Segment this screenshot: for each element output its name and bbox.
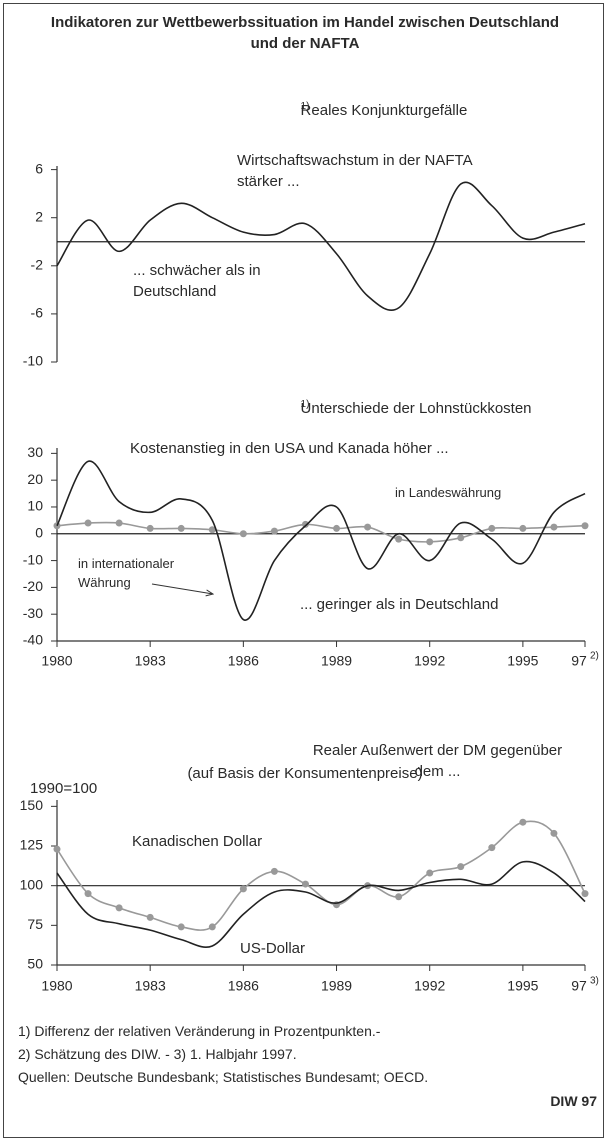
x-tick-label: 97 — [571, 653, 587, 669]
footnote: 2) Schätzung des DIW. - 3) 1. Halbjahr 1… — [18, 1046, 297, 1062]
data-point — [333, 524, 341, 532]
data-line — [56, 860, 586, 948]
x-tick-label: 1986 — [228, 653, 259, 669]
data-point — [239, 885, 247, 893]
x-tick-label: 1995 — [507, 653, 538, 669]
data-point — [208, 526, 216, 534]
y-tick-label: 10 — [27, 498, 43, 514]
annotation: Kostenanstieg in den USA und Kanada höhe… — [130, 440, 449, 457]
data-point — [519, 818, 527, 826]
chart-title: Unterschiede der Lohnstückkosten 1) — [40, 398, 570, 419]
y-tick-label: -10 — [23, 353, 43, 369]
title-note: 1) — [300, 101, 310, 112]
data-point — [395, 893, 403, 901]
series-label: US-Dollar — [240, 940, 306, 957]
series-label: in internationaler Währung — [78, 556, 175, 590]
title-note: 1) — [300, 399, 310, 410]
annotation: Wirtschaftswachstum in der NAFTA stärker… — [237, 152, 472, 190]
data-point — [426, 869, 434, 877]
x-tick-label: 1983 — [135, 978, 166, 994]
data-point — [488, 524, 496, 532]
data-point — [301, 880, 309, 888]
data-point — [301, 520, 309, 528]
y-tick-label: 75 — [27, 916, 43, 932]
annotation: ... schwächer als in Deutschland — [133, 262, 261, 300]
data-point — [488, 844, 496, 852]
data-point — [457, 534, 465, 542]
data-point — [581, 522, 589, 530]
chart-subtitle: (auf Basis der Konsumentenpreise) — [187, 765, 423, 782]
data-point — [581, 890, 589, 898]
y-tick-label: 100 — [20, 876, 44, 892]
page-title: Indikatoren zur Wettbewerbssituation im … — [50, 14, 560, 52]
x-tick-note: 3) — [590, 976, 599, 987]
chart-title-text: Realer Außenwert der DM gegenüber dem ..… — [312, 742, 563, 780]
series-label: in Landeswährung — [395, 485, 502, 500]
y-tick-label: 30 — [27, 444, 43, 460]
y-tick-label: 125 — [20, 837, 44, 853]
data-point — [84, 519, 92, 527]
x-tick-label: 1992 — [414, 978, 445, 994]
data-point — [115, 904, 123, 912]
frame — [3, 3, 604, 1138]
data-point — [177, 524, 185, 532]
y-tick-label: 50 — [27, 956, 43, 972]
y-tick-label: 6 — [35, 160, 43, 176]
x-tick-label: 97 — [571, 978, 587, 994]
arrow — [151, 583, 213, 594]
y-tick-label: -2 — [31, 257, 44, 273]
data-point — [270, 527, 278, 535]
x-tick-label: 1989 — [321, 653, 352, 669]
data-point — [395, 535, 403, 543]
data-point — [550, 829, 558, 837]
data-point — [53, 845, 61, 853]
publisher: DIW 97 — [550, 1093, 597, 1109]
x-tick-label: 1995 — [507, 978, 538, 994]
data-point — [115, 519, 123, 527]
chart-title-text: Unterschiede der Lohnstückkosten — [300, 400, 532, 417]
y-tick-label: 20 — [27, 471, 43, 487]
x-tick-label: 1992 — [414, 653, 445, 669]
x-tick-note: 2) — [590, 651, 599, 662]
chart-title-text: Reales Konjunkturgefälle — [300, 102, 468, 119]
data-point — [550, 523, 558, 531]
data-point — [177, 923, 185, 931]
footnote: 1) Differenz der relativen Veränderung i… — [18, 1023, 381, 1039]
data-point — [208, 923, 216, 931]
y-tick-label: -20 — [23, 578, 43, 594]
data-point — [426, 538, 434, 546]
data-point — [519, 524, 527, 532]
y-tick-label: -40 — [23, 632, 43, 648]
annotation: ... geringer als in Deutschland — [300, 596, 499, 613]
y-tick-label: 0 — [35, 524, 43, 540]
x-tick-label: 1980 — [41, 978, 72, 994]
y-axis-label: 1990=100 — [30, 780, 98, 797]
data-point — [364, 523, 372, 531]
series-label: Kanadischen Dollar — [132, 833, 263, 850]
x-tick-label: 1980 — [41, 653, 72, 669]
data-point — [270, 867, 278, 875]
y-tick-label: 150 — [20, 797, 44, 813]
data-point — [146, 913, 154, 921]
data-point — [146, 524, 154, 532]
data-line — [56, 460, 586, 621]
y-tick-label: -10 — [23, 551, 43, 567]
data-line — [56, 181, 586, 312]
y-tick-label: -30 — [23, 605, 43, 621]
x-tick-label: 1983 — [135, 653, 166, 669]
y-tick-label: 2 — [35, 208, 43, 224]
chart-title: Reales Konjunkturgefälle 1) — [40, 100, 570, 121]
x-tick-label: 1989 — [321, 978, 352, 994]
data-point — [457, 863, 465, 871]
data-point — [84, 890, 92, 898]
sources: Quellen: Deutsche Bundesbank; Statistisc… — [18, 1069, 429, 1085]
y-tick-label: -6 — [31, 305, 44, 321]
x-tick-label: 1986 — [228, 978, 259, 994]
data-line — [56, 521, 586, 543]
data-point — [239, 530, 247, 538]
